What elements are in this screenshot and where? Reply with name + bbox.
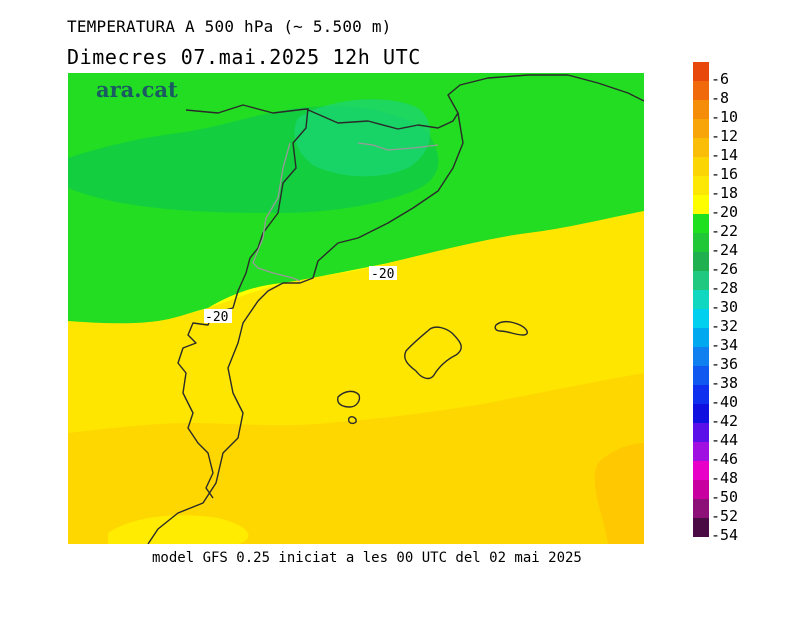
- color-scale-segment: [693, 290, 709, 309]
- color-scale-segment: [693, 233, 709, 252]
- color-scale-label: -38: [711, 374, 739, 392]
- color-scale-label: -26: [711, 260, 739, 278]
- color-scale-label: -10: [711, 108, 739, 126]
- color-scale-label: -40: [711, 393, 739, 411]
- color-scale-segment: [693, 157, 709, 176]
- color-scale-label: -28: [711, 279, 739, 297]
- contour-label-bg-1: [369, 266, 397, 280]
- color-scale-label: -30: [711, 298, 739, 316]
- color-scale-segment: [693, 214, 709, 233]
- map-datetime: Dimecres 07.mai.2025 12h UTC: [67, 45, 421, 69]
- color-scale-label: -36: [711, 355, 739, 373]
- color-scale-segment: [693, 442, 709, 461]
- color-scale-segment: [693, 81, 709, 100]
- color-scale-segment: [693, 176, 709, 195]
- color-scale-label: -34: [711, 336, 739, 354]
- brand-logo: ara.cat: [96, 77, 178, 102]
- color-scale-segment: [693, 347, 709, 366]
- color-scale-label: -42: [711, 412, 739, 430]
- color-scale-label: -20: [711, 203, 739, 221]
- color-scale-segment: [693, 195, 709, 214]
- color-scale-segment: [693, 119, 709, 138]
- color-scale-label: -8: [711, 89, 730, 107]
- color-scale-label: -24: [711, 241, 739, 259]
- color-scale-segment: [693, 366, 709, 385]
- color-scale-label: -18: [711, 184, 739, 202]
- color-scale-label: -46: [711, 450, 739, 468]
- color-scale-label: -16: [711, 165, 739, 183]
- color-scale-segment: [693, 518, 709, 537]
- contour-label-bg-2: [204, 309, 232, 323]
- color-scale-segment: [693, 328, 709, 347]
- color-scale-label: -22: [711, 222, 739, 240]
- color-scale-label: -54: [711, 526, 739, 544]
- color-scale-segment: [693, 423, 709, 442]
- color-scale-segment: [693, 404, 709, 423]
- color-scale-segment: [693, 309, 709, 328]
- color-scale-segment: [693, 499, 709, 518]
- color-scale-segment: [693, 138, 709, 157]
- border-lines: [252, 142, 439, 282]
- color-scale-label: -50: [711, 488, 739, 506]
- color-scale-segment: [693, 100, 709, 119]
- temp-patch-orange-se: [594, 443, 644, 544]
- color-scale-label: -52: [711, 507, 739, 525]
- coastline-lines: [147, 74, 644, 544]
- color-scale-segment: [693, 252, 709, 271]
- model-run-footer: model GFS 0.25 iniciat a les 00 UTC del …: [152, 550, 582, 566]
- temp-band-teal: [294, 99, 431, 177]
- contour-label-1: -20: [371, 267, 394, 282]
- color-scale-segment: [693, 271, 709, 290]
- color-scale-segment: [693, 385, 709, 404]
- temp-patch-yellow-sw: [108, 515, 249, 544]
- map-title: TEMPERATURA A 500 hPa (~ 5.500 m): [67, 17, 392, 36]
- color-scale-segment: [693, 480, 709, 499]
- color-scale-label: -6: [711, 70, 730, 88]
- color-scale-label: -14: [711, 146, 739, 164]
- contour-label-group: -20 -20: [204, 266, 397, 325]
- color-scale-label: -32: [711, 317, 739, 335]
- color-scale-segment: [693, 461, 709, 480]
- temperature-map: -20 -20: [68, 73, 644, 544]
- color-scale-label: -44: [711, 431, 739, 449]
- color-scale-segment: [693, 62, 709, 81]
- color-scale-label: -12: [711, 127, 739, 145]
- color-scale-label: -48: [711, 469, 739, 487]
- contour-label-2: -20: [205, 310, 228, 325]
